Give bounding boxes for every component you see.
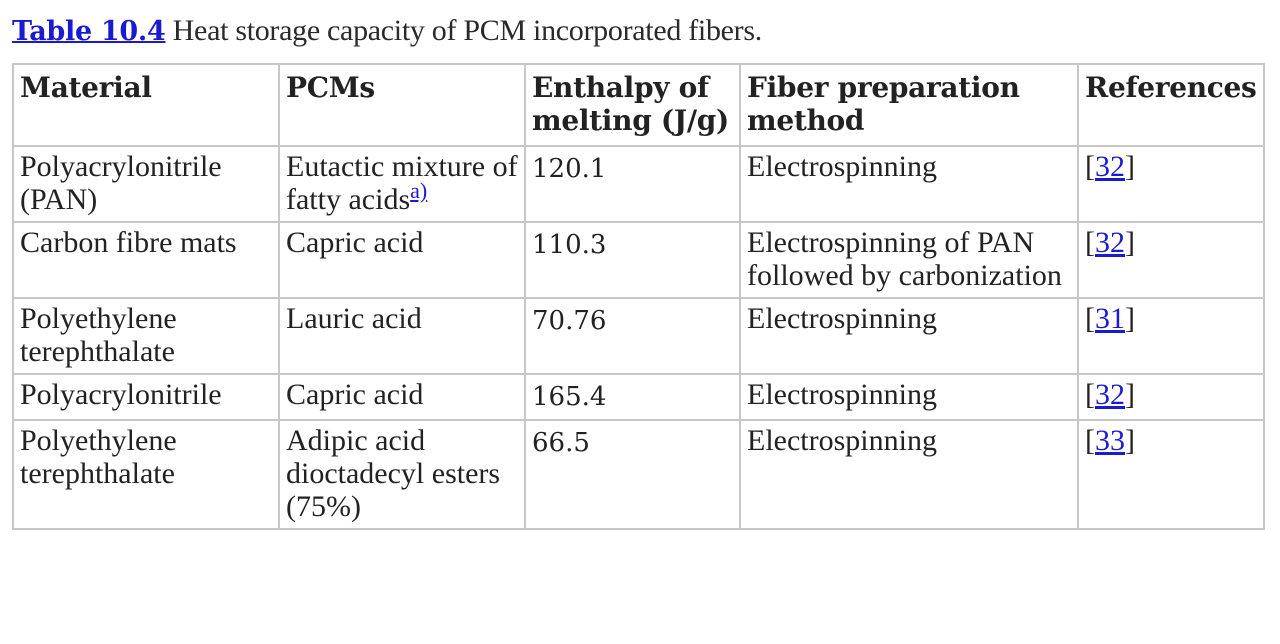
table-row: Carbon fibre mats Capric acid 110.3 Elec… <box>12 221 1265 299</box>
table-figure: Table 10.4 Heat storage capacity of PCM … <box>12 12 1265 530</box>
cell-pcm: Eutactic mixture of fatty acidsa) <box>278 145 526 223</box>
column-header-material: Material <box>12 63 280 147</box>
cell-enthalpy: 66.5 <box>524 419 741 530</box>
cell-material: Carbon fibre mats <box>12 221 280 299</box>
table-row: Polyacrylonitrile (PAN) Eutactic mixture… <box>12 145 1265 223</box>
cell-method: Electrospinning of PAN followed by carbo… <box>739 221 1079 299</box>
cell-method: Electrospinning <box>739 297 1079 375</box>
table-caption: Table 10.4 Heat storage capacity of PCM … <box>12 12 1264 51</box>
data-table: Material PCMs Enthalpy of melting (J/g) … <box>12 63 1265 530</box>
cell-material: Polyethylene terephthalate <box>12 297 280 375</box>
cell-reference: [33] <box>1077 419 1265 530</box>
footnote-link[interactable]: a) <box>410 178 428 203</box>
cell-reference: [32] <box>1077 145 1265 223</box>
table-row: Polyethylene terephthalate Adipic acid d… <box>12 419 1265 530</box>
reference-link[interactable]: 31 <box>1095 302 1125 335</box>
table-row: Polyethylene terephthalate Lauric acid 7… <box>12 297 1265 375</box>
cell-reference: [32] <box>1077 373 1265 421</box>
reference-link[interactable]: 32 <box>1095 226 1125 259</box>
cell-material: Polyacrylonitrile <box>12 373 280 421</box>
cell-pcm: Adipic acid dioctadecyl esters (75%) <box>278 419 526 530</box>
reference-link[interactable]: 33 <box>1095 424 1125 457</box>
column-header-pcms: PCMs <box>278 63 526 147</box>
column-header-method: Fiber preparation method <box>739 63 1079 147</box>
cell-reference: [32] <box>1077 221 1265 299</box>
table-header-row: Material PCMs Enthalpy of melting (J/g) … <box>12 63 1265 147</box>
table-label-link[interactable]: Table 10.4 <box>12 16 166 47</box>
cell-reference: [31] <box>1077 297 1265 375</box>
column-header-references: References <box>1077 63 1265 147</box>
cell-pcm: Capric acid <box>278 373 526 421</box>
table-caption-text: Heat storage capacity of PCM incorporate… <box>165 14 763 47</box>
cell-material: Polyethylene terephthalate <box>12 419 280 530</box>
cell-enthalpy: 110.3 <box>524 221 741 299</box>
cell-material: Polyacrylonitrile (PAN) <box>12 145 280 223</box>
table-row: Polyacrylonitrile Capric acid 165.4 Elec… <box>12 373 1265 421</box>
cell-enthalpy: 165.4 <box>524 373 741 421</box>
cell-enthalpy: 70.76 <box>524 297 741 375</box>
cell-method: Electrospinning <box>739 145 1079 223</box>
column-header-enthalpy: Enthalpy of melting (J/g) <box>524 63 741 147</box>
cell-pcm: Capric acid <box>278 221 526 299</box>
reference-link[interactable]: 32 <box>1095 378 1125 411</box>
cell-enthalpy: 120.1 <box>524 145 741 223</box>
cell-method: Electrospinning <box>739 419 1079 530</box>
cell-method: Electrospinning <box>739 373 1079 421</box>
cell-pcm: Lauric acid <box>278 297 526 375</box>
reference-link[interactable]: 32 <box>1095 150 1125 183</box>
cell-pcm-text: Eutactic mixture of fatty acids <box>286 150 518 216</box>
